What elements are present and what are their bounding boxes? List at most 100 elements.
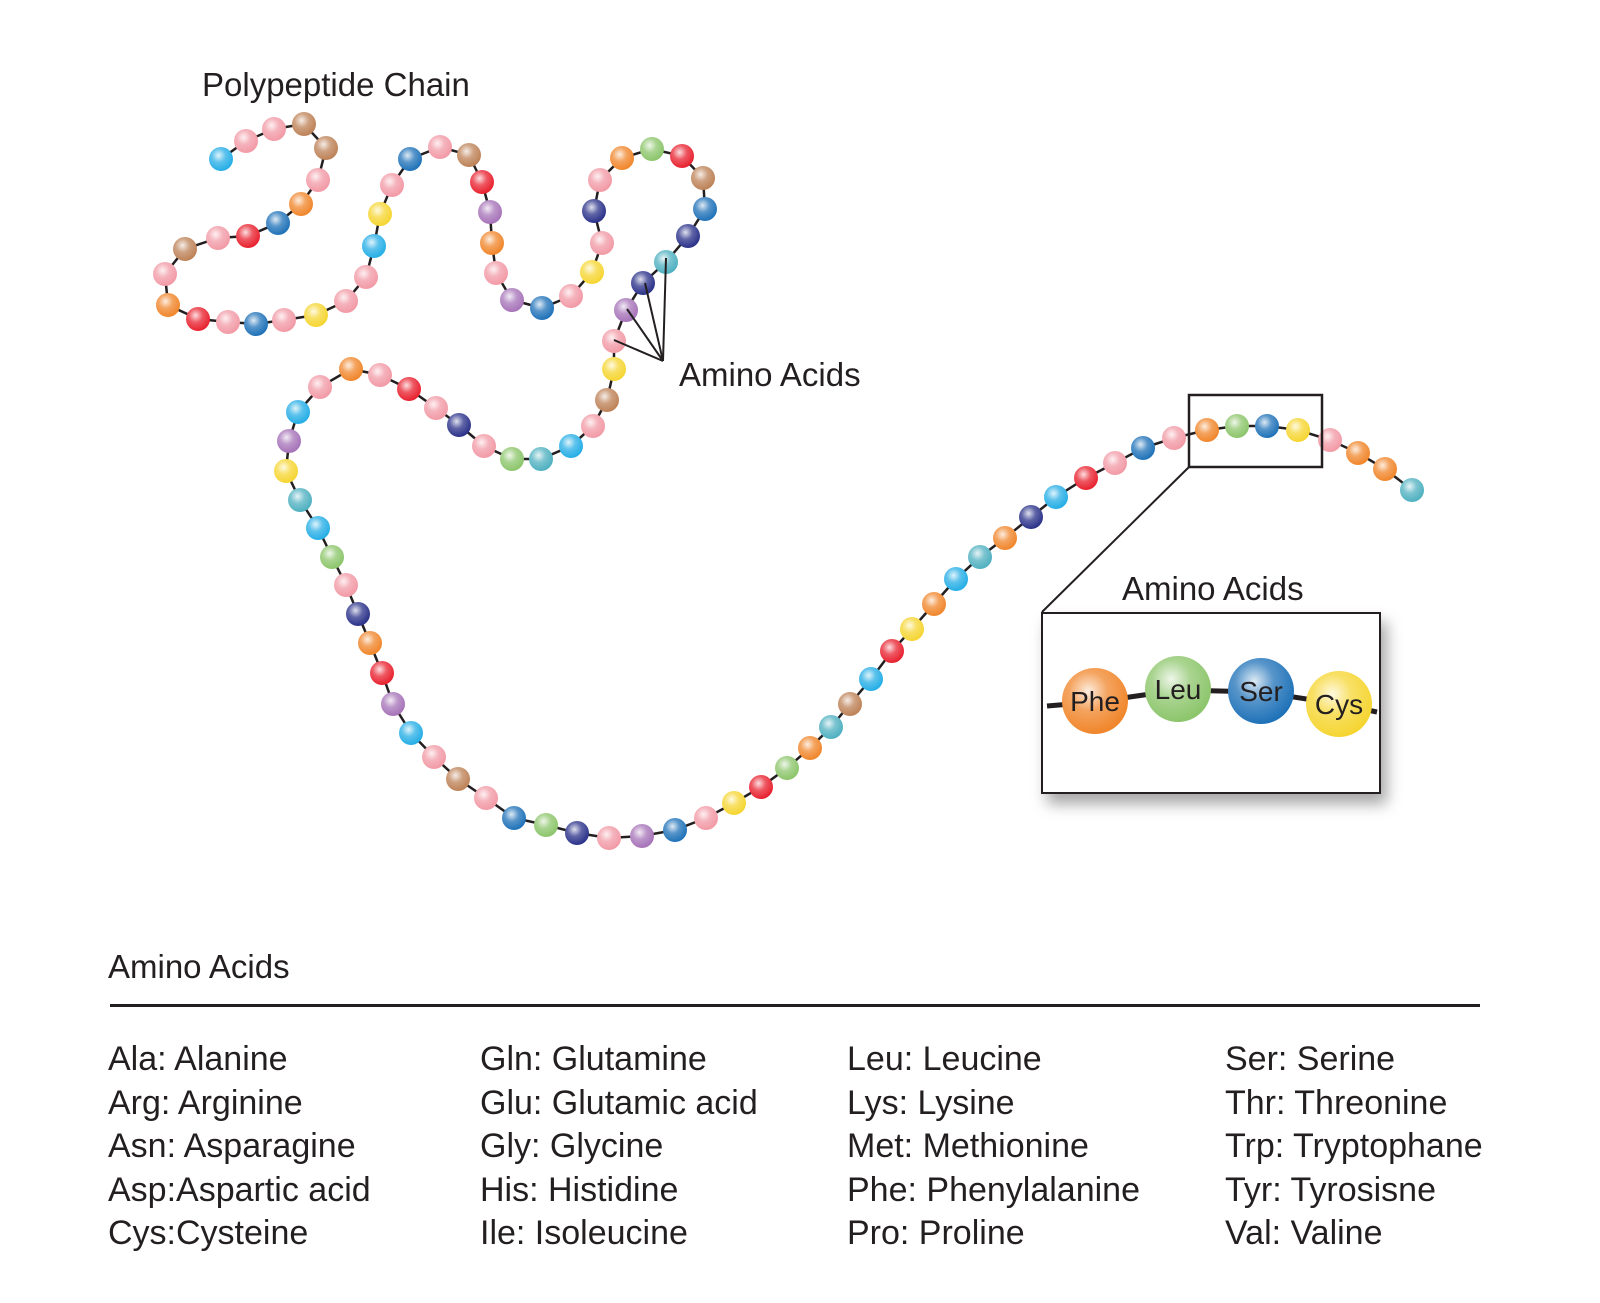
amino-acid-bead	[397, 377, 421, 401]
amino-acid-bead	[424, 396, 448, 420]
amino-acid-bead	[500, 288, 524, 312]
amino-acid-bead	[691, 166, 715, 190]
amino-acid-bead	[880, 639, 904, 663]
amino-acid-bead	[775, 756, 799, 780]
residue-cys: Cys	[1306, 671, 1372, 737]
amino-acid-bead	[676, 224, 700, 248]
amino-acid-bead	[484, 261, 508, 285]
amino-acid-bead	[362, 234, 386, 258]
amino-acid-bead	[368, 363, 392, 387]
amino-acid-bead	[1103, 451, 1127, 475]
amino-acid-bead	[693, 197, 717, 221]
inset-panel: Phe Leu Ser Cys	[1041, 612, 1381, 794]
amino-acid-bead	[339, 357, 363, 381]
amino-acid-bead	[153, 262, 177, 286]
amino-acid-bead	[1318, 428, 1342, 452]
legend-item: Ile: Isoleucine	[480, 1214, 688, 1252]
amino-acid-bead	[289, 192, 313, 216]
amino-acid-bead	[630, 824, 654, 848]
inset-title: Amino Acids	[1122, 570, 1304, 607]
amino-acid-bead	[595, 388, 619, 412]
amino-acid-bead	[156, 293, 180, 317]
amino-acid-bead	[244, 312, 268, 336]
amino-acid-bead	[610, 146, 634, 170]
amino-acid-bead	[581, 414, 605, 438]
amino-acid-bead	[944, 567, 968, 591]
amino-acid-bead	[502, 806, 526, 830]
residue-circle	[1228, 658, 1294, 724]
amino-acid-bead	[859, 667, 883, 691]
amino-acid-bead	[314, 136, 338, 160]
amino-acid-bead	[798, 736, 822, 760]
amino-acid-bead	[266, 211, 290, 235]
amino-acid-bead	[186, 307, 210, 331]
amino-acid-bead	[304, 303, 328, 327]
amino-acid-bead	[1255, 414, 1279, 438]
amino-acid-bead	[631, 271, 655, 295]
pointer-lines	[613, 257, 667, 362]
amino-acid-bead	[236, 224, 260, 248]
amino-acid-bead	[306, 168, 330, 192]
residue-circle	[1145, 656, 1211, 722]
amino-acid-bead	[559, 434, 583, 458]
amino-acid-bead	[470, 170, 494, 194]
amino-acid-bead	[529, 447, 553, 471]
amino-acid-bead	[354, 265, 378, 289]
amino-acid-bead	[597, 826, 621, 850]
amino-acid-bead	[292, 112, 316, 136]
amino-acid-bead	[399, 721, 423, 745]
amino-acid-bead	[900, 617, 924, 641]
amino-acid-bead	[380, 173, 404, 197]
amino-acid-bead	[993, 526, 1017, 550]
amino-acid-bead	[457, 143, 481, 167]
amino-acid-bead	[1225, 414, 1249, 438]
residue-label: Ser	[1239, 676, 1283, 707]
legend-item: Lys: Lysine	[847, 1083, 1015, 1122]
amino-acid-bead	[534, 813, 558, 837]
amino-acid-bead	[722, 791, 746, 815]
pointer-label: Amino Acids	[679, 356, 861, 393]
chain-title: Polypeptide Chain	[202, 66, 470, 103]
amino-acid-bead	[274, 459, 298, 483]
amino-acid-bead	[530, 296, 554, 320]
legend-item: Ala: Alanine	[108, 1040, 288, 1078]
legend-item: Asp:Aspartic acid	[108, 1170, 371, 1209]
amino-acid-bead	[663, 818, 687, 842]
amino-acid-bead	[1346, 441, 1370, 465]
amino-acid-bead	[447, 413, 471, 437]
legend-item: Leu: Leucine	[847, 1040, 1042, 1078]
amino-acid-bead	[288, 488, 312, 512]
amino-acid-bead	[670, 144, 694, 168]
amino-acid-bead	[580, 260, 604, 284]
amino-acid-bead	[346, 602, 370, 626]
amino-acid-bead	[500, 447, 524, 471]
legend-item: Met: Methionine	[847, 1127, 1089, 1165]
zoom-box	[1187, 393, 1324, 469]
amino-acid-bead	[749, 775, 773, 799]
amino-acid-bead	[320, 545, 344, 569]
residue-label: Phe	[1070, 686, 1120, 717]
legend-title: Amino Acids	[108, 948, 290, 985]
amino-acid-bead	[209, 147, 233, 171]
amino-acid-bead	[590, 231, 614, 255]
legend-column-2: Gln: Glutamine Glu: Glutamic acid Gly: G…	[480, 1038, 758, 1256]
legend-item: Cys:Cysteine	[108, 1214, 309, 1252]
amino-acid-bead	[640, 137, 664, 161]
amino-acid-bead	[1044, 485, 1068, 509]
amino-acid-bead	[819, 715, 843, 739]
legend-item: Gln: Glutamine	[480, 1040, 707, 1078]
amino-acid-bead	[398, 147, 422, 171]
legend-item: His: Histidine	[480, 1170, 679, 1209]
legend-item: Thr: Threonine	[1225, 1083, 1448, 1122]
legend-item: Tyr: Tyrosisne	[1225, 1170, 1436, 1209]
amino-acid-bead	[602, 357, 626, 381]
amino-acid-bead	[922, 592, 946, 616]
amino-acid-bead	[1400, 478, 1424, 502]
amino-acid-bead	[334, 573, 358, 597]
legend-column-4: Ser: Serine Thr: Threonine Trp: Tryptoph…	[1225, 1038, 1483, 1256]
legend-column-3: Leu: Leucine Lys: Lysine Met: Methionine…	[847, 1038, 1140, 1256]
residue-phe: Phe	[1062, 668, 1128, 734]
amino-acid-beads	[153, 112, 1424, 850]
amino-acid-bead	[1131, 436, 1155, 460]
amino-acid-bead	[474, 786, 498, 810]
